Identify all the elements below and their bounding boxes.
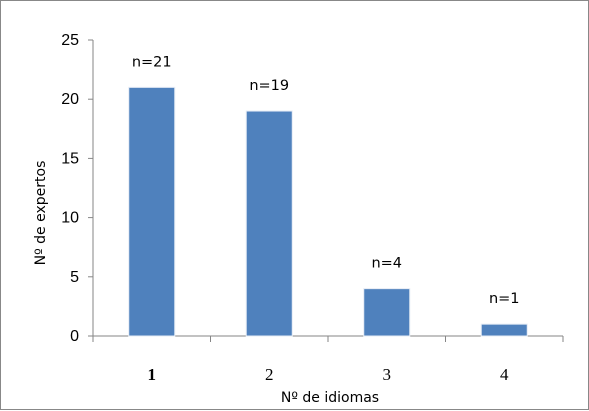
y-tick-label: 0 (70, 328, 79, 345)
bar-2 (245, 110, 293, 337)
y-tick-label: 5 (70, 269, 79, 286)
data-label: n=1 (489, 291, 520, 307)
data-label: n=19 (249, 78, 289, 94)
y-axis-title: Nº de expertos (33, 161, 49, 266)
x-tick-label: 1 (148, 365, 157, 384)
x-tick-label: 2 (265, 365, 274, 384)
x-tick-label: 3 (383, 365, 392, 384)
y-tick-label: 10 (61, 210, 79, 227)
bar-1 (128, 86, 176, 337)
data-label: n=4 (371, 256, 402, 272)
data-label: n=21 (132, 54, 172, 70)
x-axis-title: Nº de idiomas (281, 390, 379, 406)
bar-4 (480, 323, 528, 337)
bar-3 (363, 288, 411, 337)
y-tick-label: 25 (61, 32, 79, 49)
x-tick-label: 4 (500, 365, 509, 384)
y-tick-label: 20 (61, 91, 79, 108)
y-tick-label: 15 (61, 150, 79, 167)
